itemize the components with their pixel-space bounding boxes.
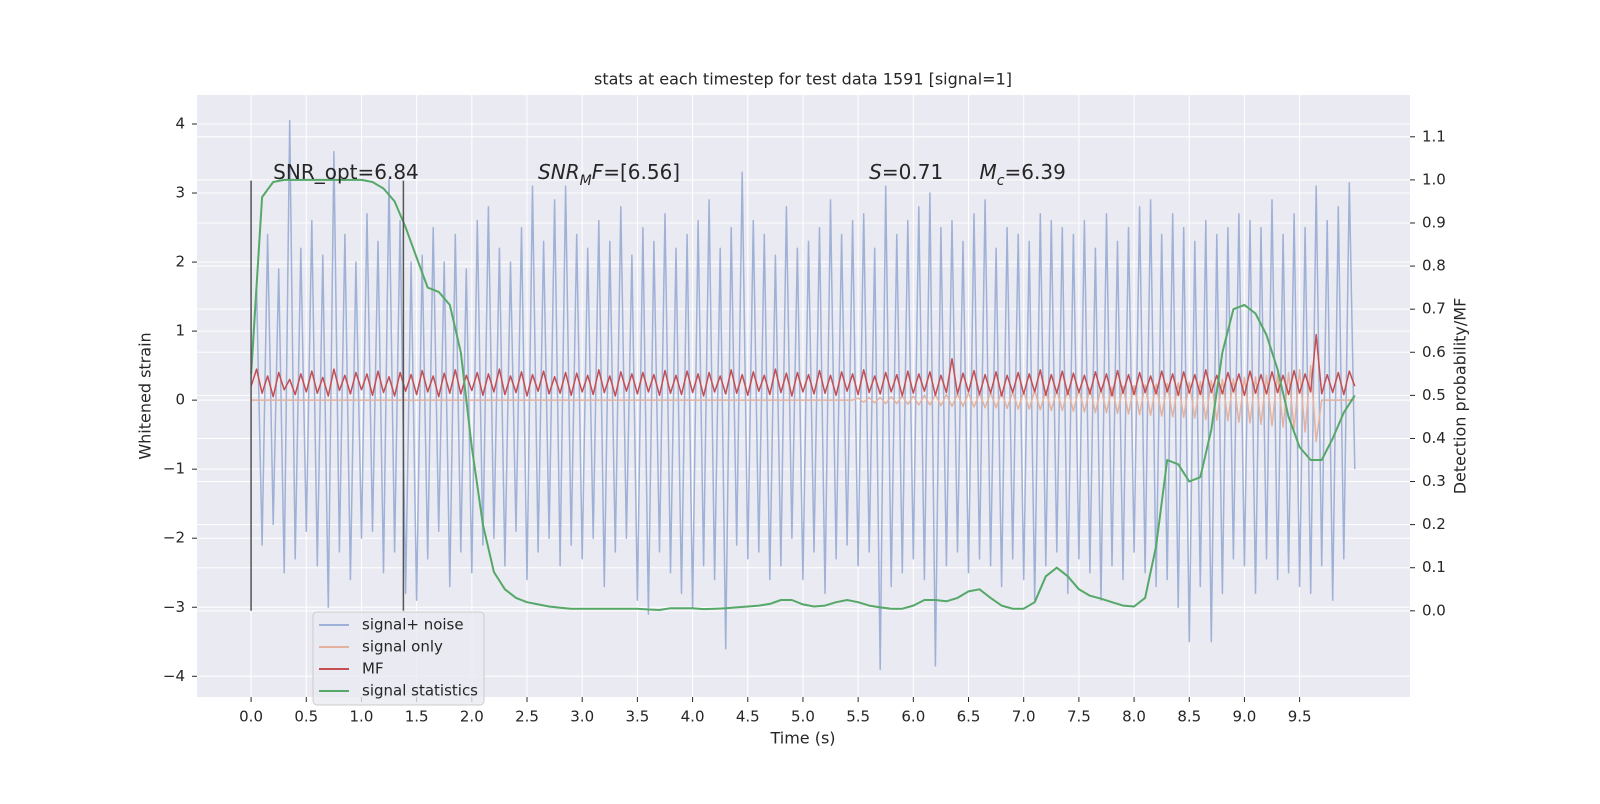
x-tick-label: 6.5 [957, 708, 981, 726]
y-tick-label: −4 [163, 667, 185, 685]
x-tick-label: 0.5 [294, 708, 318, 726]
x-tick-label: 7.5 [1067, 708, 1091, 726]
chart-title: stats at each timestep for test data 159… [594, 70, 1012, 89]
x-tick-label: 1.5 [405, 708, 429, 726]
y2-tick-label: 0.6 [1422, 343, 1446, 361]
legend-label: signal only [362, 638, 443, 656]
y2-tick-label: 0.2 [1422, 515, 1446, 533]
y-tick-label: 1 [175, 322, 185, 340]
y2-tick-label: 0.8 [1422, 257, 1446, 275]
y-tick-label: 4 [175, 114, 185, 132]
annotation-part: =0.71 [882, 160, 943, 184]
y-tick-label: −1 [163, 460, 185, 478]
series-line [250, 119, 1356, 671]
annotation: Mc=6.39 [980, 160, 1066, 190]
annotation: SNR_opt=6.84 [273, 160, 419, 184]
y-tick-label: 3 [175, 184, 185, 202]
series-line [250, 178, 1356, 611]
annotation-part: SNR [538, 160, 580, 184]
y-tick-label: 0 [175, 391, 185, 409]
y2-tick-label: 0.7 [1422, 300, 1446, 318]
y2-tick-label: 1.0 [1422, 170, 1446, 188]
x-tick-label: 9.5 [1288, 708, 1312, 726]
annotation-part: M [580, 173, 592, 189]
y-tick-label: −2 [163, 529, 185, 547]
y-tick-label: 2 [175, 253, 185, 271]
annotation-part: F [592, 160, 604, 184]
legend-label: signal+ noise [362, 616, 464, 634]
x-tick-label: 8.0 [1122, 708, 1146, 726]
annotation: SNRMF=[6.56] [538, 160, 680, 190]
x-tick-label: 4.5 [736, 708, 760, 726]
annotation-part: =[6.56] [603, 160, 680, 184]
y2-tick-label: 0.0 [1422, 601, 1446, 619]
annotation-part: S [869, 160, 882, 184]
series-line [250, 333, 1356, 398]
y-tick-label: −3 [163, 598, 185, 616]
x-tick-label: 2.5 [515, 708, 539, 726]
legend-box [312, 611, 485, 706]
x-tick-label: 5.0 [791, 708, 815, 726]
x-tick-label: 3.5 [625, 708, 649, 726]
annotation-part: =6.39 [1005, 160, 1066, 184]
y2-tick-label: 1.1 [1422, 127, 1446, 145]
annotation-part: c [997, 173, 1005, 189]
x-tick-label: 2.0 [460, 708, 484, 726]
x-tick-label: 7.0 [1012, 708, 1036, 726]
annotation: S=0.71 [869, 160, 943, 184]
x-tick-label: 1.0 [350, 708, 374, 726]
y2-tick-label: 0.3 [1422, 472, 1446, 490]
annotation-part: M [980, 160, 997, 184]
annotation-part: SNR_opt=6.84 [273, 160, 419, 184]
x-tick-label: 8.5 [1177, 708, 1201, 726]
y2-tick-label: 0.4 [1422, 429, 1446, 447]
y2-axis-label: Detection probability/MF [1451, 298, 1470, 495]
x-tick-label: 4.0 [681, 708, 705, 726]
x-tick-label: 3.0 [570, 708, 594, 726]
y2-tick-label: 0.1 [1422, 558, 1446, 576]
x-tick-label: 5.5 [846, 708, 870, 726]
x-tick-label: 6.0 [901, 708, 925, 726]
x-axis-label: Time (s) [769, 729, 835, 748]
legend-label: signal statistics [362, 682, 478, 700]
series-line [251, 364, 1355, 443]
y2-tick-label: 0.9 [1422, 213, 1446, 231]
legend-label: MF [362, 660, 384, 678]
y-axis-label: Whitened strain [136, 332, 155, 459]
y2-tick-label: 0.5 [1422, 386, 1446, 404]
x-tick-label: 9.0 [1233, 708, 1257, 726]
x-tick-label: 0.0 [239, 708, 263, 726]
